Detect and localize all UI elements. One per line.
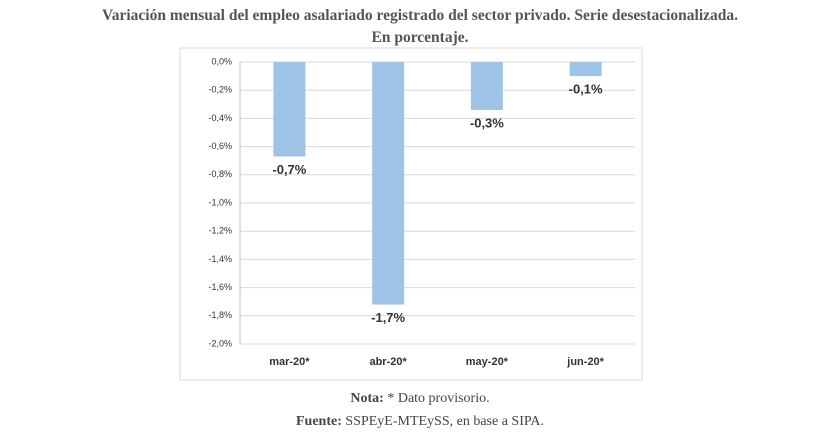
chart-title: Variación mensual del empleo asalariado … [102,7,738,24]
y-tick-label: -0,2% [208,85,232,95]
y-tick-label: -2,0% [208,338,232,348]
y-tick-label: -1,2% [208,226,232,236]
y-tick-label: 0,0% [211,56,232,66]
source-text: SSPEyE-MTEySS, en base a SIPA. [345,414,544,429]
chart-subtitle: En porcentaje. [371,29,468,46]
y-tick-label: -1,6% [208,282,232,292]
source-label: Fuente: [296,414,342,429]
y-tick-label: -1,4% [208,254,232,264]
y-tick-label: -0,4% [208,113,232,123]
y-tick-label: -0,6% [208,141,232,151]
bar [470,62,503,110]
x-tick-label: may-20* [466,356,509,368]
y-tick-label: -1,8% [208,310,232,320]
plot-frame [179,47,643,381]
x-tick-label: jun-20* [566,356,604,368]
value-label: -0,1% [569,82,603,97]
value-label: -1,7% [371,310,405,325]
bar [273,62,306,157]
note-label: Nota: [350,391,383,406]
y-tick-label: -1,0% [208,197,232,207]
value-label: -0,3% [470,115,504,130]
source: Fuente: SSPEyE-MTEySS, en base a SIPA. [296,414,544,429]
bar [372,62,405,305]
x-tick-label: abr-20* [369,356,407,368]
y-tick-label: -0,8% [208,169,232,179]
x-tick-label: mar-20* [269,356,310,368]
note: Nota: * Dato provisorio. [350,391,489,406]
note-text: * Dato provisorio. [387,391,489,406]
value-label: -0,7% [272,162,306,177]
bar [569,62,602,77]
